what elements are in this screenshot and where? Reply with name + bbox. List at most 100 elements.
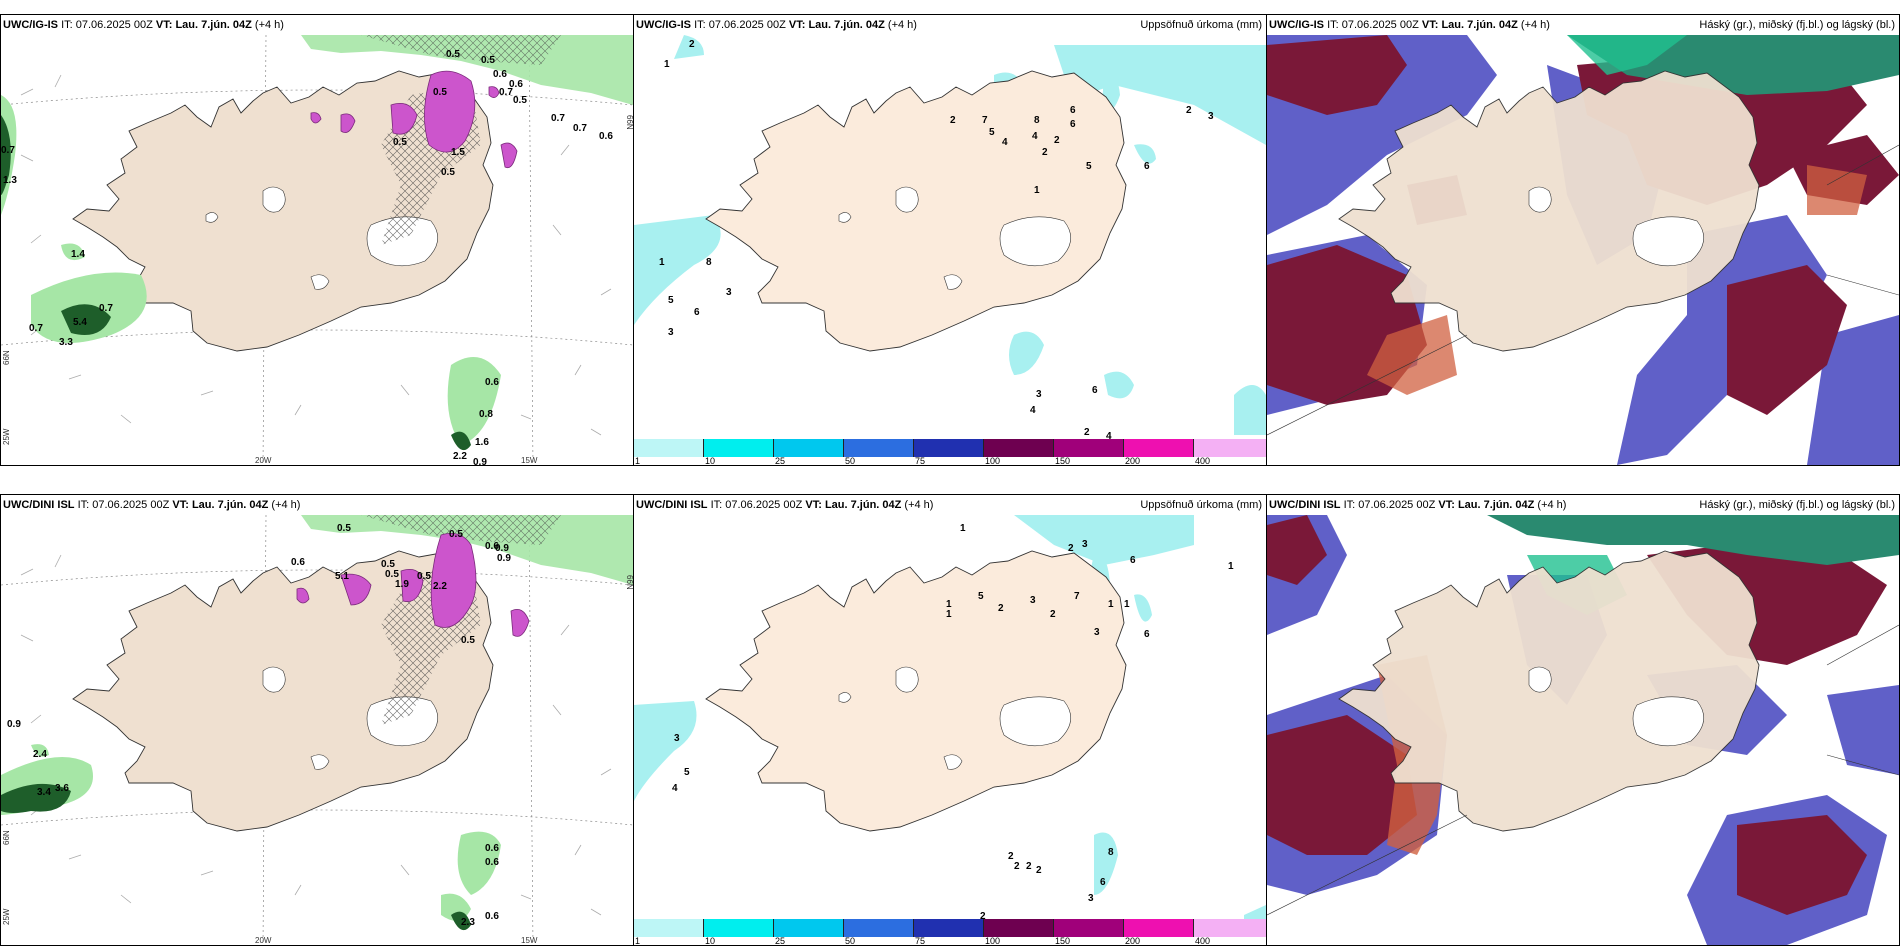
val: 2 — [1050, 609, 1056, 620]
model-name: UWC/DINI ISL — [1269, 499, 1341, 511]
val: 0.9 — [473, 457, 487, 465]
val: 1 — [664, 59, 670, 70]
map-canvas: 1 2 3 6 5 2 3 2 7 1 1 3 6 1 1 1 3 5 4 8 … — [634, 515, 1266, 921]
val: 0.6 — [599, 131, 613, 142]
glaciers — [262, 666, 438, 770]
it-label: IT: — [1343, 499, 1356, 511]
colorbar-tick: 25 — [775, 456, 786, 466]
colorbar-swatch — [634, 439, 704, 457]
vt-label: VT: — [155, 19, 173, 31]
vt-value: Lau. 7.jún. 04Z — [175, 19, 252, 31]
val: 1 — [946, 609, 952, 620]
lat-label: 66N — [2, 830, 11, 845]
val: 0.5 — [446, 49, 460, 60]
val: 2.4 — [33, 749, 47, 760]
val: 3 — [1030, 595, 1036, 606]
colorbar-tick: 10 — [705, 456, 716, 466]
val: 7 — [1074, 591, 1080, 602]
cloud-low-band — [1487, 515, 1899, 565]
val: 1 — [1228, 561, 1234, 572]
colorbar-tick: 75 — [915, 456, 926, 466]
vt-value: Lau. 7.jún. 04Z — [808, 19, 885, 31]
vt-label: VT: — [1438, 499, 1455, 511]
colorbar-swatch — [774, 439, 844, 457]
colorbar-tick: 150 — [1055, 456, 1071, 466]
val: 0.5 — [513, 95, 527, 106]
val: 3 — [674, 733, 680, 744]
val: 0.5 — [481, 55, 495, 66]
lon-label: 15W — [521, 936, 538, 945]
val: 0.6 — [485, 857, 499, 868]
val: 3 — [726, 287, 732, 298]
lon-label: 20W — [255, 456, 272, 465]
colorbar-swatch — [1124, 439, 1194, 457]
colorbar-swatch — [704, 919, 774, 937]
lat-label: 66N — [625, 115, 633, 130]
colorbar-tick: 1 — [635, 456, 641, 466]
val: 2 — [1008, 851, 1014, 862]
colorbar-tick: 25 — [775, 936, 786, 946]
val: 4 — [1002, 137, 1008, 148]
val: 2.2 — [453, 451, 467, 462]
val: 3.3 — [59, 337, 73, 348]
val: 5 — [1086, 161, 1092, 172]
val: 6 — [1092, 385, 1098, 396]
val: 6 — [1070, 105, 1076, 116]
it-value: 07.06.2025 00Z — [1358, 499, 1436, 511]
val: 3.6 — [55, 783, 69, 794]
val: 1 — [1108, 599, 1114, 610]
colorbar-swatch — [1194, 439, 1266, 457]
lon-label: 20W — [255, 936, 272, 945]
val: 0.9 — [497, 553, 511, 564]
val: 3 — [1208, 111, 1214, 122]
val: 2 — [1014, 861, 1020, 872]
colorbar-tick: 100 — [985, 936, 1001, 946]
val: 5 — [978, 591, 984, 602]
colorbar-tick: 50 — [845, 456, 856, 466]
val: 0.6 — [485, 843, 499, 854]
val: 4 — [1032, 131, 1038, 142]
map-panel-dini-clouds: UWC/DINI ISL IT: 07.06.2025 00Z VT: Lau.… — [1266, 494, 1900, 946]
lat-label: 25W — [2, 908, 11, 925]
val: 1.5 — [451, 147, 465, 158]
val: 2 — [980, 911, 986, 921]
colorbar-swatch — [844, 919, 914, 937]
val: 0.6 — [485, 377, 499, 388]
val: 0.7 — [573, 123, 587, 134]
val: 5 — [668, 295, 674, 306]
val: 0.5 — [449, 529, 463, 540]
val: 2 — [998, 603, 1004, 614]
colorbar-tick: 200 — [1125, 936, 1141, 946]
panel-header: UWC/DINI ISL IT: 07.06.2025 00Z VT: Lau.… — [634, 495, 1266, 515]
colorbar-swatch — [914, 439, 984, 457]
val: 6 — [1144, 161, 1150, 172]
lead-time: (+4 h) — [271, 499, 301, 511]
lead-time: (+4 h) — [1537, 499, 1567, 511]
val: 0.5 — [461, 635, 475, 646]
it-label: IT: — [61, 19, 73, 31]
val: 6 — [1100, 877, 1106, 888]
panel-title: Uppsöfnuð úrkoma (mm) — [1140, 499, 1262, 511]
colorbar-tick: 100 — [985, 456, 1001, 466]
val: 0.5 — [393, 137, 407, 148]
it-value: 07.06.2025 00Z — [708, 19, 786, 31]
colorbar-tick: 400 — [1195, 456, 1211, 466]
val: 6 — [1144, 629, 1150, 640]
val: 5.4 — [73, 317, 87, 328]
colorbar-tick: 75 — [915, 936, 926, 946]
colorbar-tick: 150 — [1055, 936, 1071, 946]
panel-header: UWC/DINI ISL IT: 07.06.2025 00Z VT: Lau.… — [1267, 495, 1899, 515]
val: 6 — [1070, 119, 1076, 130]
val: 2 — [689, 39, 695, 50]
colorbar-swatch — [1194, 919, 1266, 937]
polar-precip-band — [301, 515, 633, 585]
val: 2 — [1084, 427, 1090, 438]
colorbar-swatch — [1124, 919, 1194, 937]
val: 8 — [1108, 847, 1114, 858]
model-name: UWC/DINI ISL — [636, 499, 708, 511]
val: 3 — [668, 327, 674, 338]
map-panel-dini-precip-wind: UWC/DINI ISL IT: 07.06.2025 00Z VT: Lau.… — [0, 494, 634, 946]
val: 7 — [982, 115, 988, 126]
val: 0.5 — [433, 87, 447, 98]
it-value: 07.06.2025 00Z — [92, 499, 170, 511]
